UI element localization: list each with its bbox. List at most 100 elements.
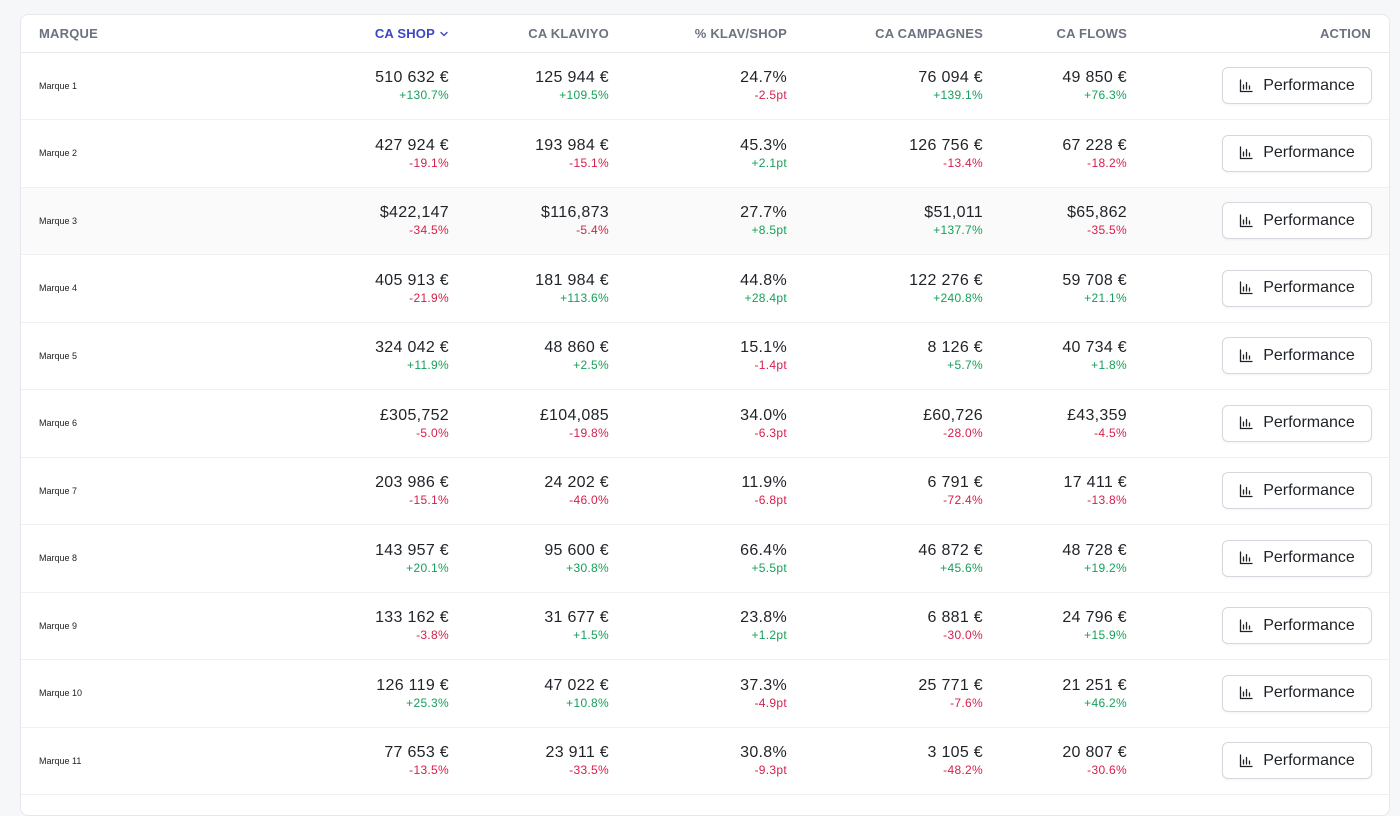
ca-shop-value: 324 042 € [375, 339, 449, 357]
ca-klaviyo-value: $116,873 [541, 204, 609, 222]
ca-flows-value: 24 796 € [1062, 609, 1127, 627]
performance-button[interactable]: Performance [1222, 742, 1372, 780]
ca-klaviyo-delta: +113.6% [560, 290, 609, 305]
pct-klav-shop-value: 27.7% [740, 204, 787, 222]
performance-button[interactable]: Performance [1222, 674, 1372, 712]
pct-klav-shop-delta: -6.3pt [754, 425, 787, 440]
performance-button[interactable]: Performance [1222, 269, 1372, 307]
performance-button[interactable]: Performance [1222, 607, 1372, 645]
ca-campagnes-delta: -72.4% [943, 493, 983, 508]
ca-campagnes-value: £60,726 [923, 406, 983, 424]
performance-button[interactable]: Performance [1222, 67, 1372, 105]
cell-ca-campagnes: 76 094 € +139.1% [787, 52, 983, 120]
performance-button-label: Performance [1263, 414, 1355, 432]
pct-klav-shop-delta: -9.3pt [754, 763, 787, 778]
column-header-pct-klav-shop[interactable]: % KLAV/SHOP [694, 25, 787, 41]
cell-pct-klav-shop: 44.8% +28.4pt [609, 255, 787, 323]
cell-ca-shop: 126 119 € +25.3% [171, 660, 449, 728]
cell-ca-campagnes: 3 105 € -48.2% [787, 727, 983, 795]
performance-button[interactable]: Performance [1222, 202, 1372, 240]
ca-campagnes-value: 3 105 € [927, 744, 983, 762]
column-header-ca-shop-label: CA SHOP [374, 25, 435, 41]
ca-campagnes-delta: +240.8% [933, 290, 983, 305]
ca-campagnes-value: 6 791 € [927, 474, 983, 492]
cell-action: Performance [1127, 525, 1389, 593]
pct-klav-shop-delta: -6.8pt [754, 493, 787, 508]
brand-name: Marque 11 [39, 755, 82, 766]
table-row: Marque 8 143 957 € +20.1% 95 600 € +30.8% 66.… [21, 525, 1389, 593]
bar-chart-icon [1240, 349, 1253, 362]
performance-button-label: Performance [1263, 279, 1355, 297]
ca-shop-delta: -13.5% [409, 763, 449, 778]
bar-chart-icon [1240, 754, 1253, 767]
column-header-ca-campagnes[interactable]: CA CAMPAGNES [875, 25, 983, 41]
pct-klav-shop-delta: +28.4pt [744, 290, 787, 305]
cell-action: Performance [1127, 52, 1389, 120]
performance-button[interactable]: Performance [1222, 472, 1372, 510]
cell-ca-klaviyo: 181 984 € +113.6% [449, 255, 609, 323]
column-header-ca-klaviyo[interactable]: CA KLAVIYO [528, 25, 609, 41]
performance-button[interactable]: Performance [1222, 134, 1372, 172]
table-row: Marque 2 427 924 € -19.1% 193 984 € -15.1% 45… [21, 120, 1389, 188]
cell-ca-klaviyo: 24 202 € -46.0% [449, 457, 609, 525]
pct-klav-shop-delta: -4.9pt [754, 695, 787, 710]
cell-pct-klav-shop: 66.4% +5.5pt [609, 525, 787, 593]
cell-action: Performance [1127, 727, 1389, 795]
cell-ca-shop: 133 162 € -3.8% [171, 592, 449, 660]
pct-klav-shop-value: 34.0% [740, 406, 787, 424]
ca-shop-value: 133 162 € [375, 609, 449, 627]
performance-button[interactable]: Performance [1222, 539, 1372, 577]
cell-ca-flows: 59 708 € +21.1% [983, 255, 1127, 323]
ca-klaviyo-value: 181 984 € [535, 271, 609, 289]
pct-klav-shop-value: 23.8% [740, 609, 787, 627]
brand-name: Marque 8 [39, 553, 78, 564]
cell-ca-flows: 20 807 € -30.6% [983, 727, 1127, 795]
cell-pct-klav-shop: 37.3% -4.9pt [609, 660, 787, 728]
brand-name: Marque 2 [39, 148, 78, 159]
bar-chart-icon [1240, 416, 1253, 430]
ca-klaviyo-delta: +1.5% [573, 628, 609, 643]
column-header-brand[interactable]: MARQUE [39, 25, 98, 41]
cell-ca-campagnes: 8 126 € +5.7% [787, 322, 983, 390]
ca-klaviyo-value: 47 022 € [544, 676, 609, 694]
table-row: Marque 9 133 162 € -3.8% 31 677 € +1.5% 23.8%… [21, 592, 1389, 660]
cell-ca-flows: £43,359 -4.5% [983, 390, 1127, 458]
table-row: Marque 11 77 653 € -13.5% 23 911 € -33.5% 30.… [21, 727, 1389, 795]
ca-klaviyo-value: 48 860 € [544, 339, 609, 357]
cell-action: Performance [1127, 457, 1389, 525]
cell-ca-campagnes: $51,011 +137.7% [787, 187, 983, 255]
ca-campagnes-delta: +45.6% [940, 560, 983, 575]
cell-action: Performance [1127, 660, 1389, 728]
cell-action: Performance [1127, 390, 1389, 458]
ca-shop-value: 77 653 € [384, 744, 449, 762]
cell-ca-shop: 77 653 € -13.5% [171, 727, 449, 795]
cell-ca-klaviyo: 23 911 € -33.5% [449, 727, 609, 795]
brand-performance-card: MARQUE CA SHOP CA KLAVIYO % KLAV/SHOP CA… [20, 14, 1390, 816]
table-row: Marque 7 203 986 € -15.1% 24 202 € -46.0% 11.… [21, 457, 1389, 525]
cell-ca-klaviyo: 95 600 € +30.8% [449, 525, 609, 593]
column-header-ca-shop[interactable]: CA SHOP [171, 15, 449, 52]
ca-klaviyo-value: 125 944 € [535, 69, 609, 87]
cell-action: Performance [1127, 322, 1389, 390]
cell-ca-campagnes: 122 276 € +240.8% [787, 255, 983, 323]
ca-shop-value: 427 924 € [375, 136, 449, 154]
performance-button-label: Performance [1263, 616, 1355, 634]
cell-pct-klav-shop: 27.7% +8.5pt [609, 187, 787, 255]
ca-campagnes-delta: -30.0% [943, 628, 983, 643]
column-header-ca-flows[interactable]: CA FLOWS [1056, 25, 1127, 41]
performance-button[interactable]: Performance [1222, 404, 1372, 442]
ca-flows-value: £43,359 [1067, 406, 1127, 424]
cell-pct-klav-shop: 11.9% -6.8pt [609, 457, 787, 525]
bar-chart-icon [1240, 686, 1253, 700]
ca-flows-value: 67 228 € [1062, 136, 1127, 154]
ca-campagnes-delta: -7.6% [950, 695, 983, 710]
cell-ca-campagnes: 6 881 € -30.0% [787, 592, 983, 660]
cell-ca-klaviyo: 193 984 € -15.1% [449, 120, 609, 188]
pct-klav-shop-delta: +2.1pt [751, 155, 787, 170]
cell-ca-flows: 24 796 € +15.9% [983, 592, 1127, 660]
ca-flows-value: 49 850 € [1062, 69, 1127, 87]
bar-chart-icon [1240, 551, 1253, 565]
brand-name: Marque 5 [39, 350, 78, 361]
ca-klaviyo-delta: +2.5% [573, 358, 609, 373]
performance-button[interactable]: Performance [1222, 337, 1372, 375]
